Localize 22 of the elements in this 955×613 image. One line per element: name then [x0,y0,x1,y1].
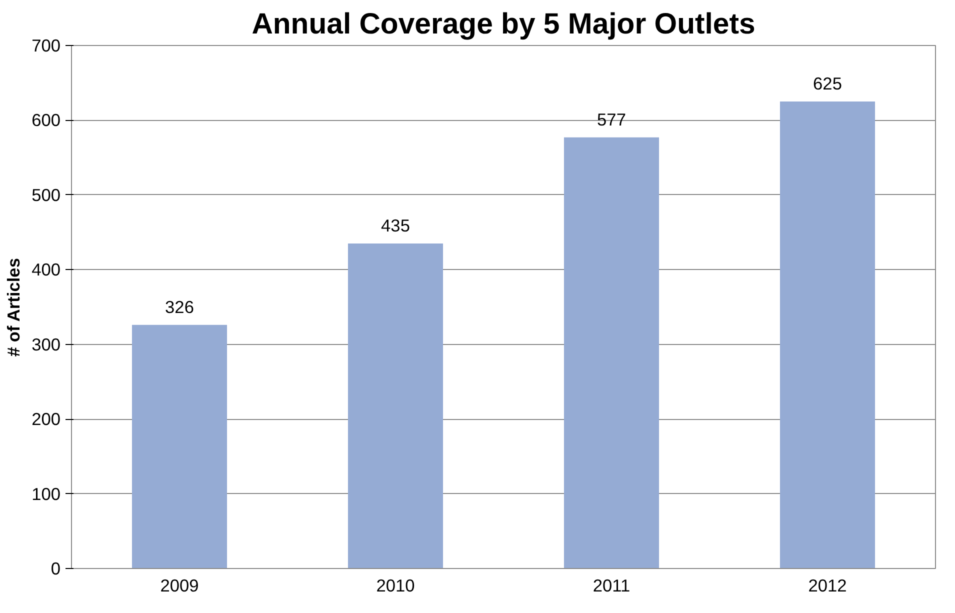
bar [348,243,444,568]
data-label: 577 [597,109,626,130]
y-tick-label: 500 [32,184,61,205]
data-label: 625 [813,74,842,94]
y-tick-label: 200 [32,409,61,430]
x-tick-label: 2011 [592,576,630,596]
y-tick-label: 300 [32,334,61,354]
bar [780,102,876,568]
y-tick-label: 100 [32,484,61,504]
y-tick-label: 0 [50,558,61,578]
y-tick-label: 400 [32,260,61,280]
chart-title: Annual Coverage by 5 Major Outlets [252,8,756,40]
data-label: 435 [381,215,410,236]
x-tick-label: 2012 [808,576,847,596]
y-tick-label: 700 [32,36,61,56]
y-tick-label: 600 [32,110,61,130]
bar [132,324,228,568]
x-tick-label: 2010 [376,576,415,596]
x-tick-label: 2009 [160,576,199,596]
bar [564,137,660,568]
y-axis-title: # of Articles [4,258,24,357]
data-label: 326 [165,296,194,317]
